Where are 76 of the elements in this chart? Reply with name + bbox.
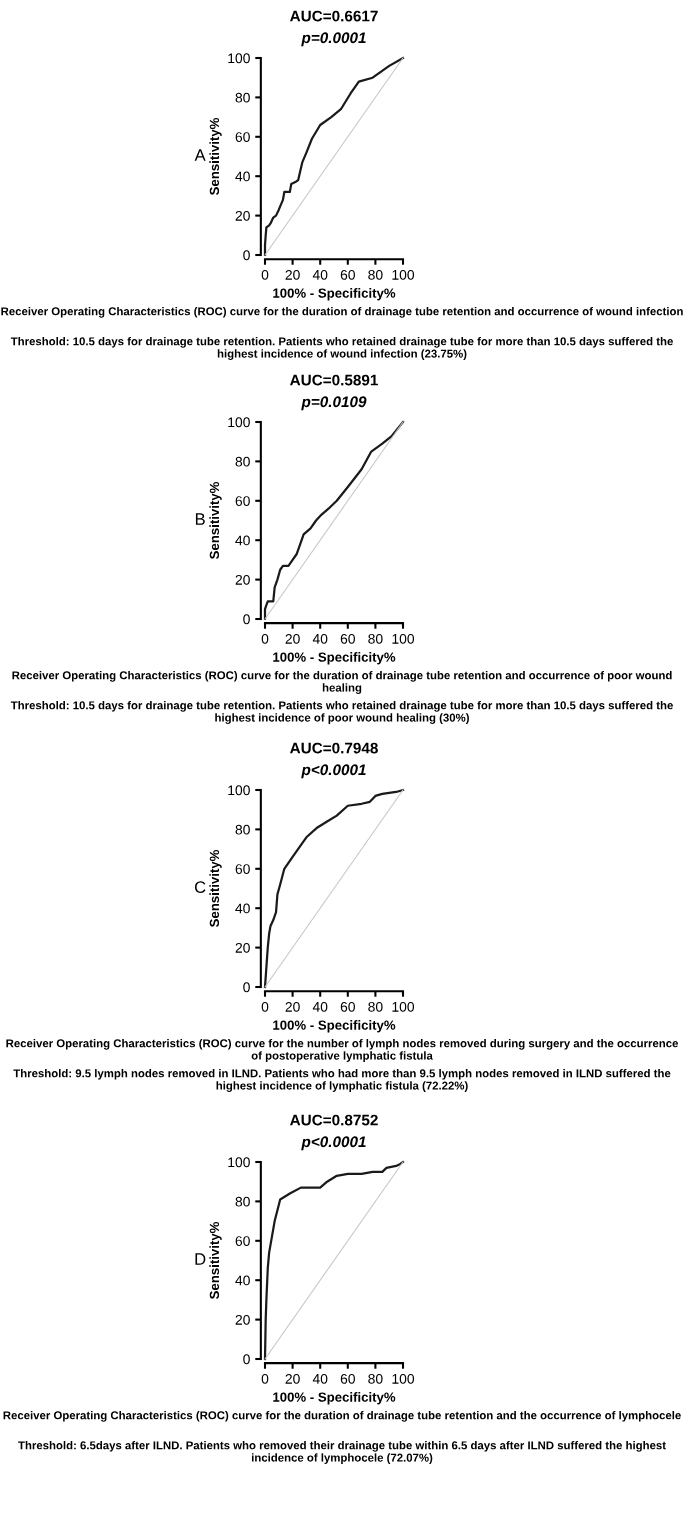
- x-tick-label: 60: [340, 1373, 355, 1384]
- x-tick-label: 40: [312, 269, 328, 280]
- x-axis-title: 100% - Specificity%: [273, 1392, 396, 1405]
- y-tick-label: 100: [228, 417, 250, 428]
- x-tick-label: 100: [392, 1373, 415, 1384]
- x-tick-label: 0: [261, 1373, 269, 1384]
- x-tick-label: 0: [261, 1001, 269, 1012]
- x-tick-label: 60: [340, 633, 355, 644]
- y-tick-label: 0: [243, 1354, 250, 1365]
- x-tick-label: 40: [312, 633, 328, 644]
- y-tick-label: 20: [235, 1314, 250, 1325]
- text: Threshold: 6.5days after ILND. Patients who removed their drainage tube within 6.5 days after ILND suffered the highest incidence of lymphocele (72.07%): [18, 1441, 666, 1464]
- y-tick-label: 80: [235, 1196, 250, 1207]
- y-tick-label: 20: [235, 574, 250, 585]
- y-tick-label: 60: [235, 132, 250, 142]
- y-tick-label: 40: [235, 903, 250, 914]
- x-tick-label: 20: [285, 269, 300, 280]
- y-tick-label: 0: [243, 250, 250, 261]
- text: Receiver Operating Characteristics (ROC) curve for the number of lymph nodes removed during surgery and the occurrence of postoperative lymphatic fistula: [6, 1039, 679, 1062]
- chart-title: AUC=0.7948: [290, 742, 378, 754]
- x-axis-title: 100% - Specificity%: [273, 1020, 396, 1033]
- y-tick-label: 40: [235, 1275, 250, 1286]
- y-tick-label: 80: [235, 824, 250, 835]
- text: Receiver Operating Characteristics (ROC) curve for the duration of drainage tube retention and occurrence of wound infection: [1, 307, 683, 318]
- y-tick-label: 0: [243, 982, 250, 993]
- text: Receiver Operating Characteristics (ROC) curve for the duration of drainage tube retention and the occurrence of lymphocele: [3, 1411, 681, 1422]
- x-tick-label: 40: [312, 1001, 328, 1012]
- y-tick-label: 60: [235, 496, 250, 506]
- chart-title: AUC=0.8752: [290, 1114, 378, 1126]
- x-tick-label: 60: [340, 269, 355, 280]
- x-tick-label: 0: [261, 633, 269, 644]
- chart-subtitle: p<0.0001: [301, 764, 366, 779]
- y-tick-label: 0: [243, 614, 250, 625]
- y-tick-label: 80: [235, 92, 250, 103]
- x-tick-label: 80: [368, 633, 383, 644]
- chart-subtitle: p=0.0109: [301, 396, 367, 411]
- y-tick-label: 60: [235, 1236, 250, 1246]
- text: Threshold: 9.5 lymph nodes removed in ILND. Patients who had more than 9.5 lymph nodes removed in ILND suffered the highest incidence of lymphatic fistula (72.22%): [13, 1069, 671, 1092]
- x-tick-label: 20: [285, 633, 300, 644]
- y-tick-label: 80: [235, 456, 250, 467]
- y-tick-label: 40: [235, 535, 250, 546]
- x-tick-label: 20: [285, 1373, 300, 1384]
- chart-subtitle: p<0.0001: [301, 1136, 366, 1151]
- x-tick-label: 100: [392, 269, 415, 280]
- x-tick-label: 20: [285, 1001, 300, 1012]
- y-axis-title: Sensitivity%: [209, 849, 222, 927]
- chart-title: AUC=0.5891: [290, 374, 378, 386]
- text: C: [194, 881, 206, 893]
- x-tick-label: 100: [392, 633, 415, 644]
- text: Receiver Operating Characteristics (ROC) curve for the duration of drainage tube retention and occurrence of poor wound healing: [12, 671, 672, 694]
- y-tick-label: 100: [228, 53, 250, 64]
- x-tick-label: 80: [368, 269, 383, 280]
- x-tick-label: 60: [340, 1001, 355, 1012]
- x-tick-label: 100: [392, 1001, 415, 1012]
- x-axis-title: 100% - Specificity%: [273, 288, 396, 301]
- y-axis-title: Sensitivity%: [209, 1221, 222, 1299]
- y-tick-label: 100: [228, 1157, 250, 1168]
- text: Threshold: 10.5 days for drainage tube retention. Patients who retained drainage tube for more than 10.5 days suffered the highest incidence of wound infection (23.75%): [10, 337, 673, 360]
- x-tick-label: 80: [368, 1373, 383, 1384]
- y-tick-label: 20: [235, 210, 250, 221]
- text: B: [195, 513, 205, 525]
- x-tick-label: 0: [261, 269, 269, 280]
- text: A: [194, 149, 206, 161]
- chart-subtitle: p=0.0001: [301, 32, 366, 47]
- y-tick-label: 100: [228, 785, 250, 796]
- x-tick-label: 40: [312, 1373, 328, 1384]
- x-tick-label: 80: [368, 1001, 383, 1012]
- x-axis-title: 100% - Specificity%: [273, 652, 396, 665]
- chart-title: AUC=0.6617: [290, 10, 378, 22]
- y-tick-label: 40: [235, 171, 250, 182]
- y-tick-label: 20: [235, 942, 250, 953]
- y-axis-title: Sensitivity%: [209, 117, 222, 195]
- y-tick-label: 60: [235, 864, 250, 874]
- y-axis-title: Sensitivity%: [209, 481, 222, 559]
- text: Threshold: 10.5 days for drainage tube retention. Patients who retained drainage tube for more than 10.5 days suffered the highest incidence of poor wound healing (30%): [10, 701, 673, 724]
- text: D: [195, 1253, 206, 1265]
